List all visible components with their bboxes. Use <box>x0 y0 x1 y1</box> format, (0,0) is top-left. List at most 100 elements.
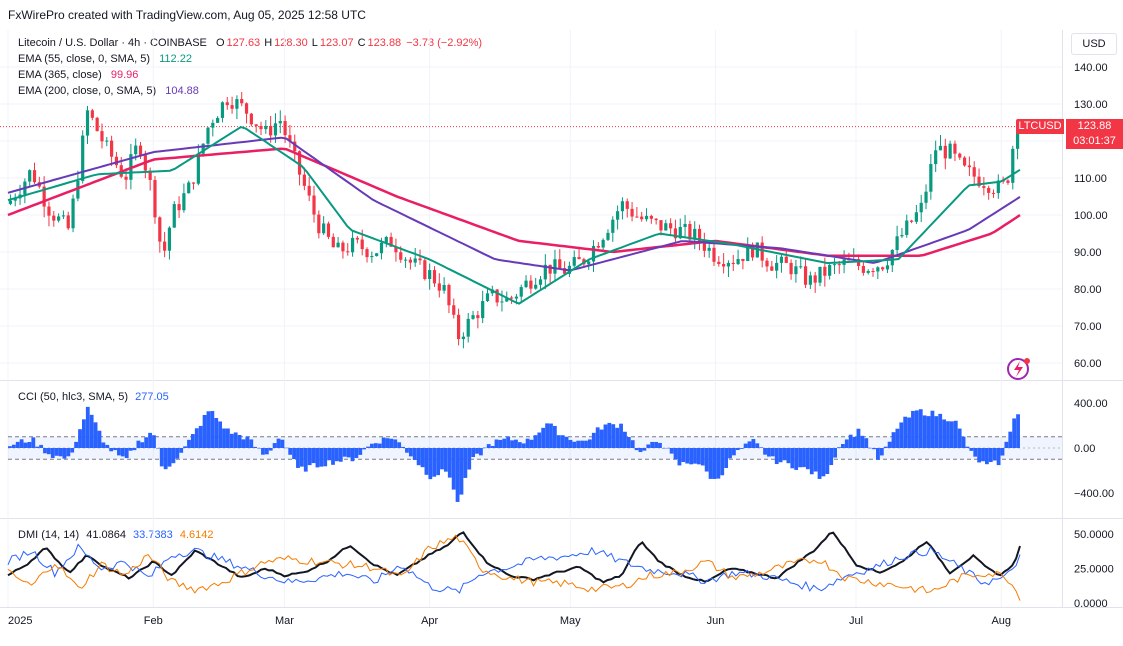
cci-bar <box>790 448 795 469</box>
candle-body <box>384 236 388 243</box>
candle-body <box>683 223 687 227</box>
cci-bar <box>190 434 195 448</box>
ema55-legend: EMA (55, close, 0, SMA, 5) 112.22 <box>18 51 484 67</box>
candle-body <box>403 259 408 261</box>
y-tick-label: 80.00 <box>1074 284 1102 296</box>
cci-bar <box>922 415 927 448</box>
candle-body <box>379 242 384 254</box>
candle-body <box>712 247 716 262</box>
candle-body <box>770 266 774 271</box>
cci-bar <box>226 428 230 448</box>
cci-bar <box>595 427 600 448</box>
cci-bar <box>401 446 405 448</box>
cci-bar <box>549 423 553 448</box>
cci-bar <box>809 448 814 475</box>
cci-bar <box>373 443 378 448</box>
cci-bar <box>187 439 191 448</box>
candle-body <box>707 247 711 251</box>
cci-bar <box>74 441 79 448</box>
candle-body <box>485 293 490 302</box>
cci-bar <box>860 435 865 448</box>
candle-body <box>977 176 981 187</box>
cci-bar <box>973 448 978 457</box>
candle-body <box>211 122 215 128</box>
candle-body <box>519 287 523 297</box>
cci-bar <box>443 448 448 472</box>
candle-body <box>269 125 273 136</box>
ema55-line <box>7 126 1021 305</box>
cci-bar <box>876 448 880 460</box>
cci-bar <box>533 435 538 448</box>
candle-body <box>669 223 673 229</box>
cci-bar <box>992 448 997 461</box>
x-tick-label: Jul <box>849 615 863 627</box>
candle-body <box>591 246 596 262</box>
candle-body <box>432 270 437 284</box>
cci-bar <box>311 448 316 464</box>
candle-body <box>191 182 196 184</box>
cci-bar <box>556 435 561 448</box>
cci-bar <box>109 448 114 452</box>
cci-bar <box>949 421 954 448</box>
candle-body <box>505 297 509 302</box>
y-tick-label: 110.00 <box>1074 173 1107 185</box>
candle-body <box>495 289 499 303</box>
cci-bar <box>358 448 363 455</box>
cci-bar <box>763 448 767 455</box>
currency-button[interactable]: USD <box>1071 33 1117 55</box>
candle-body <box>47 206 51 216</box>
candle-body <box>726 262 731 267</box>
cci-bar <box>872 448 876 450</box>
candle-body <box>312 195 316 215</box>
candle-body <box>538 279 543 285</box>
cci-bar <box>459 448 464 495</box>
cci-bar <box>821 448 826 477</box>
cci-bar <box>89 414 94 448</box>
cci-bar <box>934 416 939 448</box>
candle-body <box>461 336 465 340</box>
candle-body <box>794 266 798 275</box>
cci-bar <box>938 413 943 448</box>
cci-bar <box>292 448 296 460</box>
candle-body <box>273 123 278 136</box>
cci-bar <box>163 448 168 470</box>
cci-bar <box>35 446 40 448</box>
candle-body <box>360 239 364 250</box>
cci-bar <box>366 446 370 448</box>
cci-tick-label: 0.00 <box>1074 443 1095 455</box>
candle-body <box>76 180 80 199</box>
candle-body <box>731 262 735 265</box>
cci-bar <box>588 439 592 448</box>
cci-bar <box>825 448 830 475</box>
cci-bar <box>918 409 923 448</box>
candle-body <box>85 110 90 136</box>
candle-body <box>471 315 475 319</box>
candle-body <box>57 216 61 221</box>
y-tick-label: 70.00 <box>1074 321 1102 333</box>
candle-body <box>509 297 514 299</box>
candle-body <box>775 262 779 271</box>
cci-bar <box>673 448 678 460</box>
candle-body <box>784 256 788 263</box>
y-tick-label: 90.00 <box>1074 247 1102 259</box>
cci-bar <box>233 432 238 448</box>
cci-bar <box>377 443 382 448</box>
price-symbol: LTCUSD <box>1016 119 1064 134</box>
candle-body <box>736 259 740 265</box>
cci-bar <box>50 448 55 458</box>
cci-bar <box>296 448 300 468</box>
candle-body <box>297 151 302 175</box>
candle-body <box>134 145 138 155</box>
cci-bar <box>700 448 705 466</box>
candle-body <box>616 211 620 220</box>
cci-bar <box>1000 448 1005 456</box>
cci-bar <box>101 442 106 448</box>
cci-bar <box>58 448 63 457</box>
dmi-tick-label: 25.0000 <box>1074 564 1114 576</box>
cci-bar <box>346 448 351 458</box>
cci-bar <box>338 448 343 462</box>
cci-bar <box>62 448 67 459</box>
candle-body <box>163 241 167 251</box>
cci-bar <box>284 447 289 449</box>
